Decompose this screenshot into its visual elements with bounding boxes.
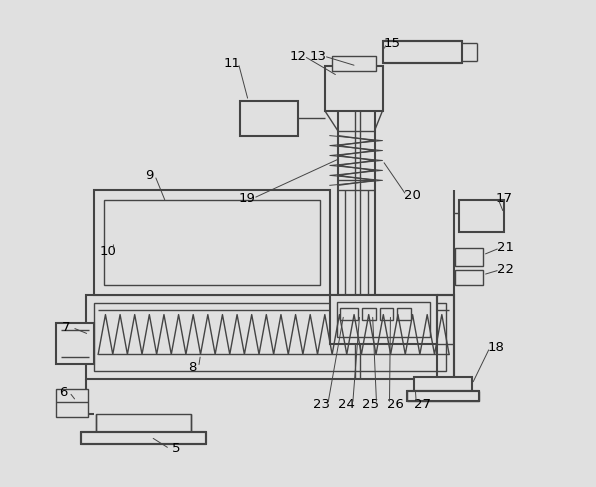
- Bar: [330, 295, 437, 344]
- Bar: [380, 308, 393, 319]
- Text: 26: 26: [387, 397, 404, 411]
- Text: 17: 17: [495, 192, 513, 205]
- Bar: [408, 391, 479, 401]
- Text: 8: 8: [188, 361, 197, 374]
- Text: 25: 25: [362, 397, 379, 411]
- Bar: [332, 56, 375, 71]
- Text: 23: 23: [313, 397, 330, 411]
- Bar: [325, 66, 383, 111]
- Bar: [96, 414, 191, 432]
- Bar: [94, 190, 330, 295]
- Bar: [414, 377, 472, 391]
- Text: 22: 22: [497, 263, 514, 276]
- Bar: [81, 432, 206, 444]
- Bar: [362, 308, 375, 319]
- Text: 7: 7: [62, 321, 70, 334]
- Text: 10: 10: [100, 245, 117, 259]
- Bar: [94, 302, 446, 371]
- Text: 12: 12: [290, 50, 306, 62]
- Text: 20: 20: [404, 189, 421, 202]
- Bar: [455, 270, 483, 285]
- Text: 6: 6: [59, 386, 67, 399]
- Bar: [340, 308, 358, 319]
- Bar: [57, 389, 88, 417]
- Bar: [455, 248, 483, 266]
- Text: 15: 15: [384, 37, 401, 50]
- Text: 19: 19: [239, 192, 256, 205]
- Text: 27: 27: [414, 397, 431, 411]
- Text: 18: 18: [488, 341, 504, 354]
- Text: 5: 5: [172, 442, 180, 455]
- Bar: [459, 200, 504, 232]
- Text: 11: 11: [224, 56, 241, 70]
- Bar: [337, 301, 430, 337]
- Text: 13: 13: [309, 50, 327, 62]
- Bar: [86, 295, 454, 379]
- Bar: [383, 41, 462, 63]
- Text: 24: 24: [339, 397, 355, 411]
- Bar: [104, 200, 320, 285]
- Text: 9: 9: [145, 169, 153, 182]
- Bar: [398, 308, 411, 319]
- Text: 21: 21: [497, 242, 514, 255]
- Bar: [57, 322, 94, 364]
- Bar: [240, 101, 298, 135]
